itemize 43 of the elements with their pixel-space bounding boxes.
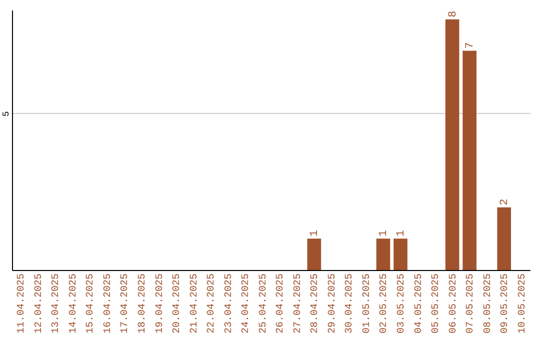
- x-tick-label: 17.04.2025: [120, 274, 132, 334]
- x-tick-label: 13.04.2025: [51, 274, 62, 334]
- bar: [445, 19, 460, 270]
- data-label: 1: [396, 230, 408, 237]
- bar: [394, 238, 408, 270]
- x-tick-label: 18.04.2025: [138, 274, 148, 334]
- x-tick-label: 12.04.2025: [34, 274, 45, 334]
- data-label: 2: [499, 198, 512, 206]
- x-tick-label: 11.04.2025: [16, 274, 28, 334]
- bar: [307, 238, 322, 270]
- bar: [376, 238, 390, 270]
- x-tick-label: 27.04.2025: [292, 274, 304, 334]
- x-tick-label: 23.04.2025: [224, 274, 235, 334]
- x-tick-label: 24.04.2025: [241, 274, 252, 334]
- data-label: 8: [447, 10, 460, 18]
- x-tick-label: 09.05.2025: [500, 274, 512, 334]
- x-tick-label: 10.05.2025: [517, 274, 528, 334]
- x-tick-label: 28.04.2025: [310, 274, 322, 334]
- x-tick-label: 04.05.2025: [414, 274, 425, 334]
- x-tick-label: 14.04.2025: [68, 274, 80, 334]
- y-tick-label: 5: [2, 111, 12, 117]
- x-tick-label: 03.05.2025: [396, 274, 408, 334]
- bar: [497, 207, 512, 270]
- data-label: 1: [309, 230, 322, 237]
- x-tick-label: 26.04.2025: [276, 274, 287, 334]
- x-tick-label: 08.05.2025: [482, 274, 494, 334]
- x-tick-label: 01.05.2025: [362, 274, 373, 334]
- x-tick-label: 22.04.2025: [206, 274, 218, 334]
- x-tick-label: 25.04.2025: [258, 274, 270, 334]
- x-tick-label: 05.05.2025: [431, 274, 442, 334]
- x-tick-label: 02.05.2025: [379, 274, 390, 334]
- x-tick-label: 30.04.2025: [344, 274, 356, 334]
- x-tick-label: 29.04.2025: [327, 274, 338, 334]
- x-tick-label: 15.04.2025: [86, 274, 97, 334]
- x-tick-label: 19.04.2025: [154, 274, 166, 334]
- data-label: 7: [464, 42, 477, 49]
- x-tick-label: 21.04.2025: [189, 274, 200, 334]
- x-tick-label: 16.04.2025: [102, 274, 114, 334]
- bar: [462, 50, 476, 270]
- x-tick-label: 06.05.2025: [448, 274, 460, 334]
- x-tick-label: 07.05.2025: [466, 274, 477, 334]
- x-tick-label: 20.04.2025: [172, 274, 184, 334]
- data-label: 1: [378, 230, 390, 237]
